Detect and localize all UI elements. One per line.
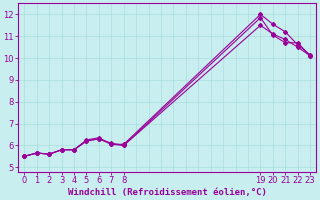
X-axis label: Windchill (Refroidissement éolien,°C): Windchill (Refroidissement éolien,°C)	[68, 188, 267, 197]
